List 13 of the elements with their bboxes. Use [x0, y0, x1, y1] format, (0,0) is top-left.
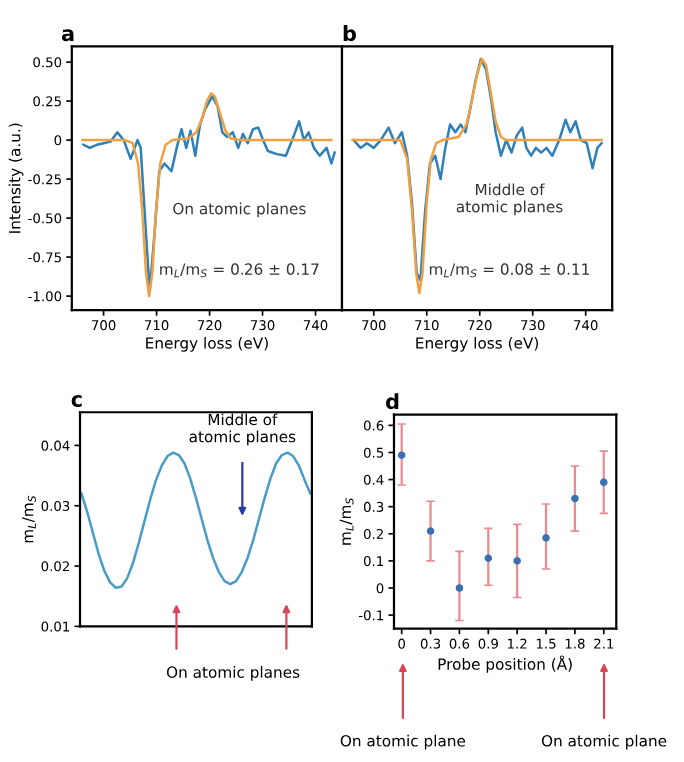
chart-title: c — [71, 395, 82, 407]
point — [542, 534, 550, 542]
point — [484, 554, 493, 562]
point — [571, 494, 579, 503]
point — [599, 478, 608, 487]
chart-title: d — [386, 393, 399, 410]
line-series — [80, 451, 312, 590]
point — [397, 451, 406, 459]
chart-title: a — [61, 29, 74, 42]
point — [513, 557, 521, 565]
point — [455, 584, 464, 592]
chart-title: b — [343, 25, 356, 42]
point — [426, 527, 435, 535]
